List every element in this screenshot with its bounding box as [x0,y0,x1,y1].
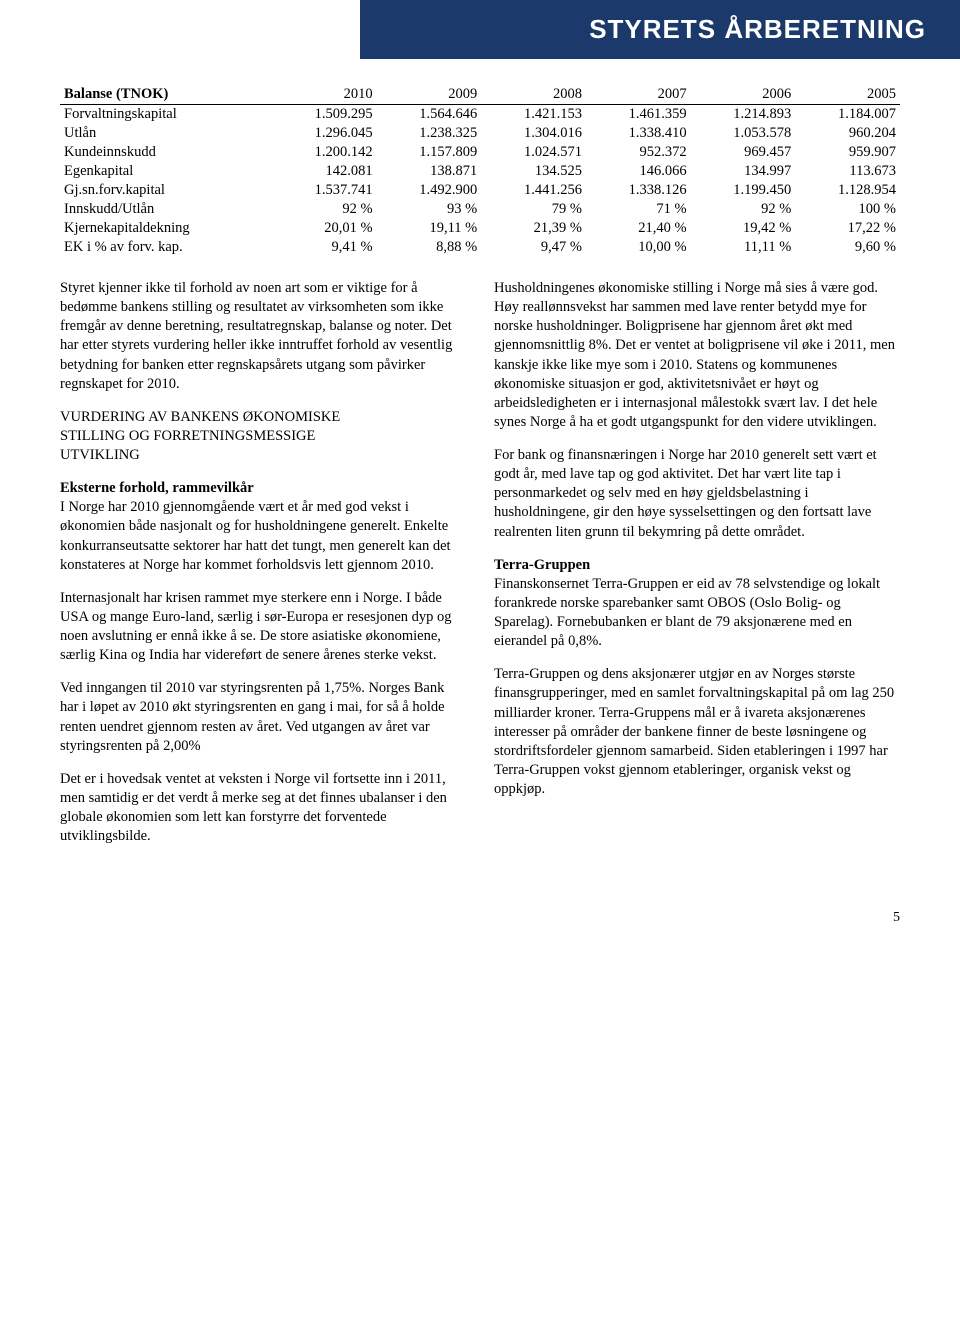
row-value: 100 % [795,200,900,219]
row-value: 20,01 % [272,219,377,238]
row-value: 9,60 % [795,238,900,257]
table-row: Forvaltningskapital1.509.2951.564.6461.4… [60,105,900,125]
row-value: 1.338.410 [586,124,691,143]
body-paragraph: Styret kjenner ikke til forhold av noen … [60,279,466,394]
row-value: 1.421.153 [481,105,586,125]
row-value: 113.673 [795,162,900,181]
row-value: 134.997 [691,162,796,181]
row-label: Gj.sn.forv.kapital [60,181,272,200]
row-label: Innskudd/Utlån [60,200,272,219]
row-value: 1.304.016 [481,124,586,143]
row-label: Kjernekapitaldekning [60,219,272,238]
th-year: 2005 [795,85,900,105]
row-label: Utlån [60,124,272,143]
row-label: EK i % av forv. kap. [60,238,272,257]
row-value: 92 % [272,200,377,219]
row-value: 134.525 [481,162,586,181]
th-year: 2007 [586,85,691,105]
row-value: 952.372 [586,143,691,162]
table-row: Gj.sn.forv.kapital1.537.7411.492.9001.44… [60,181,900,200]
table-header-row: Balanse (TNOK) 2010 2009 2008 2007 2006 … [60,85,900,105]
row-label: Egenkapital [60,162,272,181]
body-paragraph: Internasjonalt har krisen rammet mye ste… [60,589,466,666]
row-value: 1.338.126 [586,181,691,200]
body-paragraph: Ved inngangen til 2010 var styringsrente… [60,679,466,756]
table-row: EK i % av forv. kap.9,41 %8,88 %9,47 %10… [60,238,900,257]
page-banner: STYRETS ÅRBERETNING [360,0,960,59]
body-paragraph: I Norge har 2010 gjennomgående vært et å… [60,498,466,575]
th-label: Balanse (TNOK) [60,85,272,105]
balance-table: Balanse (TNOK) 2010 2009 2008 2007 2006 … [60,85,900,257]
row-value: 1.537.741 [272,181,377,200]
row-value: 1.214.893 [691,105,796,125]
row-value: 960.204 [795,124,900,143]
row-value: 1.184.007 [795,105,900,125]
row-value: 1.200.142 [272,143,377,162]
table-row: Kjernekapitaldekning20,01 %19,11 %21,39 … [60,219,900,238]
row-value: 93 % [377,200,482,219]
row-value: 1.509.295 [272,105,377,125]
th-year: 2009 [377,85,482,105]
row-value: 1.441.256 [481,181,586,200]
row-value: 9,47 % [481,238,586,257]
row-value: 10,00 % [586,238,691,257]
body-paragraph: Det er i hovedsak ventet at veksten i No… [60,770,466,847]
row-value: 138.871 [377,162,482,181]
row-value: 1.128.954 [795,181,900,200]
left-column: Styret kjenner ikke til forhold av noen … [60,279,466,860]
row-value: 19,11 % [377,219,482,238]
row-value: 1.053.578 [691,124,796,143]
row-value: 1.024.571 [481,143,586,162]
page-content: Balanse (TNOK) 2010 2009 2008 2007 2006 … [0,85,960,900]
th-year: 2006 [691,85,796,105]
row-value: 1.157.809 [377,143,482,162]
row-value: 1.564.646 [377,105,482,125]
row-value: 146.066 [586,162,691,181]
row-value: 1.238.325 [377,124,482,143]
section-heading: VURDERING AV BANKENS ØKONOMISKE [60,408,466,427]
row-value: 959.907 [795,143,900,162]
row-value: 1.492.900 [377,181,482,200]
row-value: 142.081 [272,162,377,181]
table-row: Innskudd/Utlån92 %93 %79 %71 %92 %100 % [60,200,900,219]
row-label: Kundeinnskudd [60,143,272,162]
subsection-heading: Eksterne forhold, rammevilkår [60,479,466,498]
subsection-heading: Terra-Gruppen [494,556,900,575]
table-row: Egenkapital142.081138.871134.525146.0661… [60,162,900,181]
body-paragraph: For bank og finansnæringen i Norge har 2… [494,446,900,542]
section-heading: STILLING OG FORRETNINGSMESSIGE [60,427,466,446]
row-value: 19,42 % [691,219,796,238]
th-year: 2010 [272,85,377,105]
row-label: Forvaltningskapital [60,105,272,125]
row-value: 71 % [586,200,691,219]
row-value: 969.457 [691,143,796,162]
row-value: 79 % [481,200,586,219]
page-number: 5 [0,900,960,946]
section-heading: UTVIKLING [60,446,466,465]
row-value: 21,39 % [481,219,586,238]
row-value: 17,22 % [795,219,900,238]
row-value: 92 % [691,200,796,219]
row-value: 1.199.450 [691,181,796,200]
table-row: Kundeinnskudd1.200.1421.157.8091.024.571… [60,143,900,162]
text-columns: Styret kjenner ikke til forhold av noen … [60,279,900,860]
body-paragraph: Finanskonsernet Terra-Gruppen er eid av … [494,575,900,652]
row-value: 9,41 % [272,238,377,257]
body-paragraph: Husholdningenes økonomiske stilling i No… [494,279,900,432]
th-year: 2008 [481,85,586,105]
table-body: Forvaltningskapital1.509.2951.564.6461.4… [60,105,900,258]
table-row: Utlån1.296.0451.238.3251.304.0161.338.41… [60,124,900,143]
row-value: 1.296.045 [272,124,377,143]
row-value: 11,11 % [691,238,796,257]
body-paragraph: Terra-Gruppen og dens aksjonærer utgjør … [494,665,900,799]
row-value: 1.461.359 [586,105,691,125]
right-column: Husholdningenes økonomiske stilling i No… [494,279,900,860]
row-value: 21,40 % [586,219,691,238]
row-value: 8,88 % [377,238,482,257]
